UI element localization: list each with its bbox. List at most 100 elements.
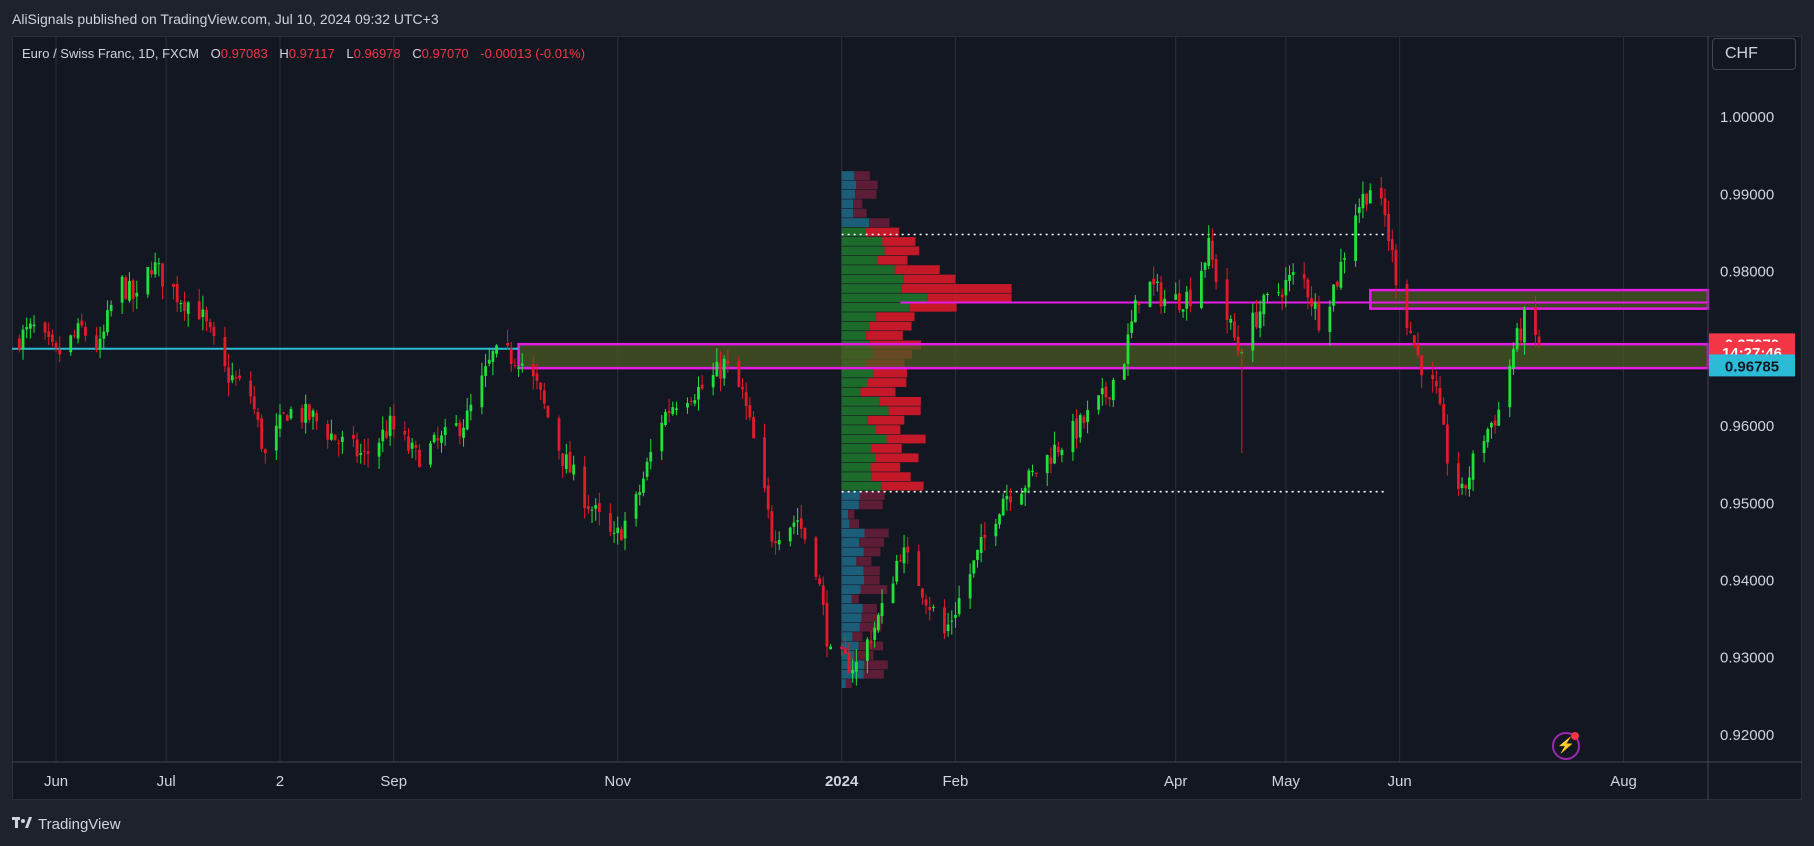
volume-bar-down — [903, 274, 956, 284]
candle-body — [352, 434, 355, 439]
candle-body — [763, 437, 766, 489]
candle-body — [1174, 294, 1178, 300]
x-axis-tick-label: Nov — [604, 773, 631, 790]
candle-body — [898, 560, 902, 562]
candle-body — [803, 528, 807, 540]
candle-body — [84, 326, 87, 336]
candle-body — [43, 322, 47, 333]
low-label: L — [346, 46, 354, 61]
volume-bar-up — [841, 378, 868, 387]
candle-body — [414, 445, 418, 448]
candle-body — [796, 520, 799, 522]
grid-lines — [55, 36, 1625, 762]
candle-body — [120, 276, 124, 303]
candle-body — [1258, 311, 1262, 329]
candle-body — [917, 551, 921, 587]
volume-bar-up — [841, 312, 877, 322]
candle-body — [366, 451, 370, 455]
x-axis-tick-label: May — [1272, 773, 1301, 790]
candle-body — [183, 301, 186, 311]
volume-bar-down — [861, 613, 883, 623]
candle-body — [1211, 240, 1214, 260]
candle-body — [1020, 493, 1023, 505]
candle-body — [983, 534, 987, 538]
volume-bar-up — [841, 255, 878, 265]
candle-body — [1438, 387, 1442, 404]
notification-dot — [1571, 732, 1579, 740]
price-zone — [1369, 288, 1710, 310]
volume-bar-down — [866, 331, 903, 340]
candle-body — [561, 453, 565, 467]
candle-body — [260, 418, 264, 449]
candle-body — [1097, 395, 1101, 410]
candle-body — [304, 403, 308, 423]
candle-body — [329, 433, 333, 440]
candle-body — [1486, 428, 1490, 443]
candle-body — [1383, 198, 1387, 216]
candle-body — [1133, 300, 1137, 323]
volume-bar-up — [841, 453, 876, 463]
candle-body — [1493, 420, 1497, 426]
flash-alert-icon[interactable]: ⚡ — [1552, 732, 1580, 760]
candle-body — [752, 417, 755, 439]
y-axis-tick-label: 0.99000 — [1720, 186, 1774, 203]
candle-body — [766, 485, 770, 510]
candle-body — [546, 405, 550, 418]
volume-bar-down — [856, 180, 878, 190]
volume-bar-down — [867, 415, 905, 425]
candle-body — [1537, 336, 1541, 346]
volume-bar-down — [927, 293, 1012, 303]
candle-body — [557, 418, 561, 451]
candle-body — [1104, 386, 1108, 398]
candle-body — [212, 326, 216, 336]
candle-body — [1497, 409, 1501, 426]
candle-body — [32, 324, 36, 327]
volume-bar-up — [841, 444, 871, 453]
volume-bar-down — [867, 378, 907, 387]
candle-body — [1177, 293, 1181, 310]
candle-body — [274, 425, 278, 451]
candle-body — [124, 277, 128, 299]
footer-brand: TradingView — [38, 815, 121, 833]
price-zone — [517, 342, 1710, 370]
candle-body — [1148, 281, 1152, 307]
candle-body — [454, 423, 458, 426]
volume-bar-up — [841, 641, 859, 651]
candle-body — [363, 450, 366, 452]
candle-body — [208, 321, 212, 328]
candle-body — [102, 331, 106, 339]
volume-bar-up — [841, 509, 849, 519]
low-value: 0.96978 — [353, 46, 401, 61]
candle-body — [484, 366, 487, 376]
candle-body — [410, 442, 414, 449]
header-bar: AliSignals published on TradingView.com,… — [0, 0, 1814, 36]
volume-bar-up — [841, 462, 871, 472]
candle-body — [1431, 374, 1435, 380]
candle-body — [976, 549, 979, 560]
volume-bar-up — [841, 679, 846, 689]
volume-bar-down — [852, 632, 863, 641]
candle-body — [693, 400, 697, 404]
candle-body — [950, 620, 954, 622]
candle-body — [722, 358, 726, 379]
candle-body — [1086, 410, 1090, 423]
candle-body — [638, 492, 642, 495]
candle-body — [876, 615, 880, 631]
candle-body — [814, 537, 818, 577]
candle-body — [1027, 470, 1031, 488]
volume-bar-down — [901, 284, 1012, 293]
candle-body — [509, 348, 513, 364]
candle-body — [432, 434, 436, 443]
currency-selector-button[interactable]: CHF — [1712, 38, 1796, 70]
candle-body — [645, 461, 649, 477]
candle-body — [285, 415, 289, 421]
candle-body — [1405, 283, 1409, 328]
candle-body — [440, 435, 443, 443]
candle-body — [109, 304, 113, 312]
candle-body — [520, 363, 524, 366]
candle-body — [821, 585, 825, 605]
candle-body — [1313, 302, 1317, 309]
candle-body — [891, 583, 895, 604]
volume-bar-down — [864, 660, 888, 670]
